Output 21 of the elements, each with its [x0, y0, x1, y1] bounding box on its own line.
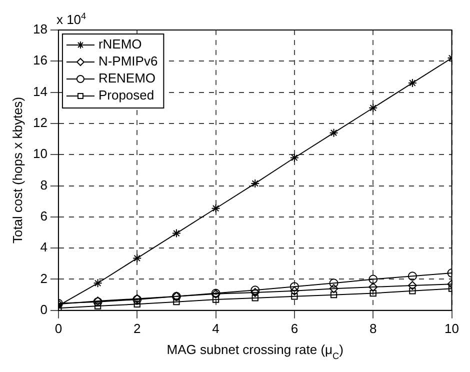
y-tick-label: 16 — [32, 52, 48, 68]
y-axis-title: Total cost (hops x kbytes) — [10, 96, 25, 244]
legend-label: RENEMO — [98, 70, 156, 86]
y-tick-label: 8 — [40, 177, 48, 192]
x-tick-label: 6 — [290, 320, 298, 336]
legend-label: N-PMIPv6 — [98, 54, 158, 69]
y-tick-label: 4 — [40, 240, 48, 255]
y-tick-label: 14 — [32, 84, 48, 99]
y-tick-label: 12 — [32, 115, 48, 130]
y-tick-label: 2 — [40, 270, 48, 286]
y-tick-label: 0 — [40, 302, 48, 317]
x-tick-label: 4 — [212, 320, 220, 336]
legend-label: rNEMO — [98, 36, 142, 52]
x-tick-label: 8 — [369, 320, 377, 336]
x-tick-label: 10 — [444, 320, 460, 336]
y-tick-label: 18 — [32, 22, 48, 37]
y-tick-label: 6 — [40, 208, 48, 224]
y-tick-label: 10 — [32, 146, 48, 162]
legend-label: Proposed — [98, 88, 154, 103]
x-tick-label: 2 — [134, 320, 141, 336]
x-tick-label: 0 — [54, 320, 62, 336]
